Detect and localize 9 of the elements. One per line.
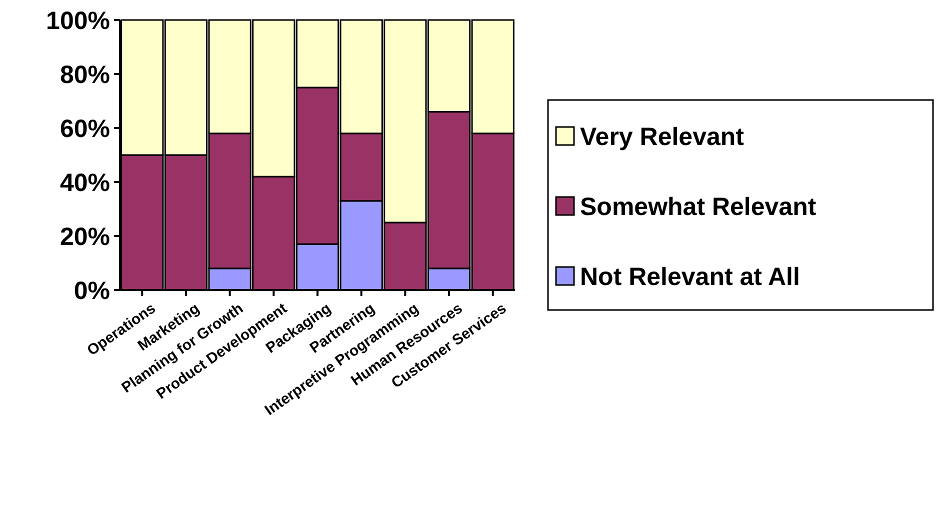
y-tick-label: 60%	[60, 114, 110, 143]
y-tick-label: 0%	[74, 276, 110, 305]
y-tick-label: 100%	[46, 6, 110, 35]
y-tick-label: 40%	[60, 168, 110, 197]
legend-label: Somewhat Relevant	[580, 192, 817, 221]
y-tick-label: 20%	[60, 222, 110, 251]
legend-label: Not Relevant at All	[580, 262, 800, 291]
y-tick-label: 80%	[60, 60, 110, 89]
legend-label: Very Relevant	[580, 122, 745, 151]
